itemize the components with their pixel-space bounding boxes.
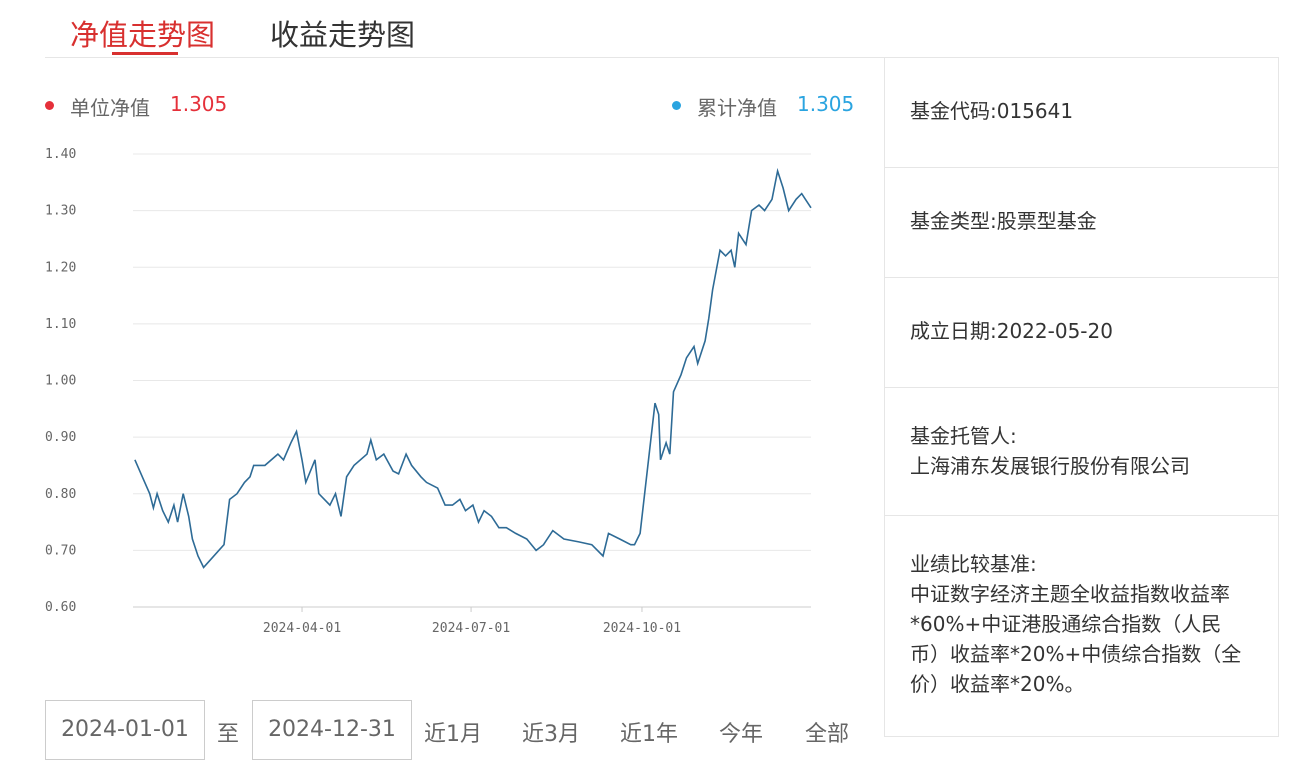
chart: 0.60 0.70 0.80 0.90 1.00 1.10 1.20 1.30 1.40 2024…: [45, 147, 812, 636]
legend-dot: [45, 101, 54, 110]
period-button[interactable]: 近1月: [424, 722, 482, 747]
date-input[interactable]: 2024-01-01: [45, 700, 205, 760]
legend-value: 1.305: [170, 92, 228, 116]
info-row: 基金代码:015641: [885, 58, 1278, 168]
period-button[interactable]: 今年: [718, 722, 764, 747]
tab[interactable]: 净值走势图: [70, 18, 216, 52]
period-button[interactable]: 近3月: [522, 722, 580, 747]
info-label: 业绩比较基准:: [910, 552, 1037, 576]
nav-line: [134, 167, 812, 569]
legend-name: 累计净值: [697, 96, 777, 120]
y-tick-label: 1.10: [45, 317, 76, 332]
info-row: 基金类型:股票型基金: [885, 168, 1278, 278]
y-tick-label: 0.70: [45, 543, 76, 558]
info-text: 中证数字经济主题全收益指数收益率*60%+中证港股通综合指数（人民币）收益率*2…: [910, 582, 1242, 696]
period-button[interactable]: 全部: [804, 722, 850, 747]
info-row: 基金托管人: 上海浦东发展银行股份有限公司: [885, 388, 1278, 516]
tab[interactable]: 收益走势图: [270, 18, 416, 52]
y-tick-label: 0.60: [45, 600, 76, 615]
y-tick-label: 1.40: [45, 147, 76, 162]
info-text: 基金类型:股票型基金: [910, 209, 1097, 233]
date-input[interactable]: 2024-12-31: [252, 700, 412, 760]
y-tick-label: 1.00: [45, 374, 76, 389]
legend-value: 1.305: [797, 92, 855, 116]
tab-underline: [112, 52, 178, 55]
info-label: 基金托管人:: [910, 424, 1017, 448]
info-panel: 基金代码:015641 基金类型:股票型基金 成立日期:2022-05-20 基…: [884, 57, 1279, 737]
divider: [45, 57, 884, 58]
legend-dot: [672, 101, 681, 110]
legend-name: 单位净值: [70, 96, 150, 120]
period-button[interactable]: 近1年: [620, 722, 678, 747]
info-text: 基金代码:015641: [910, 99, 1074, 123]
y-tick-label: 0.80: [45, 487, 76, 502]
y-tick-label: 1.30: [45, 204, 76, 219]
info-row: 成立日期:2022-05-20: [885, 278, 1278, 388]
y-tick-label: 0.90: [45, 430, 76, 445]
info-text: 上海浦东发展银行股份有限公司: [910, 454, 1190, 478]
x-tick-label: 2024-04-01: [263, 621, 341, 636]
date-separator: 至: [217, 722, 240, 747]
info-row: 业绩比较基准: 中证数字经济主题全收益指数收益率*60%+中证港股通综合指数（人民…: [885, 516, 1278, 736]
info-text: 成立日期:2022-05-20: [910, 319, 1113, 343]
x-tick-label: 2024-07-01: [432, 621, 510, 636]
x-tick-label: 2024-10-01: [603, 621, 681, 636]
y-tick-label: 1.20: [45, 260, 76, 275]
